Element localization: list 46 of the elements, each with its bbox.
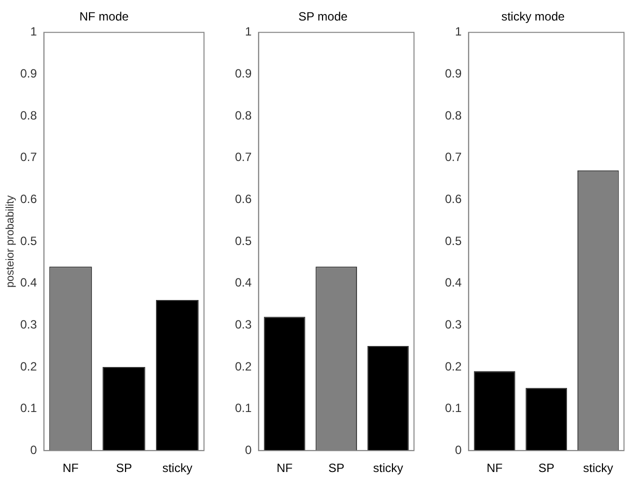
y-tick-label: 0: [30, 442, 38, 457]
y-tick-label: 0.6: [444, 192, 462, 206]
y-tick-label: 1: [454, 24, 462, 39]
y-tick-label: 1: [30, 24, 38, 39]
x-tick-label: NF: [276, 461, 293, 476]
chart-title: sticky mode: [501, 10, 565, 24]
y-tick-label: 0.9: [444, 66, 462, 81]
y-tick-label: 0.9: [20, 66, 38, 81]
x-tick-label: sticky: [583, 461, 614, 476]
y-tick-label: 0.3: [234, 317, 252, 332]
y-tick-label: 0.5: [20, 234, 38, 248]
x-tick-label: SP: [538, 461, 554, 476]
y-tick-label: 0.9: [234, 66, 252, 81]
x-tick-label: NF: [62, 461, 79, 476]
y-tick-label: 0.7: [234, 150, 252, 164]
x-tick-label: SP: [116, 461, 132, 476]
x-tick-label: SP: [328, 461, 344, 476]
y-tick-label: 1: [244, 24, 252, 39]
y-tick-label: 0.7: [20, 150, 38, 164]
y-tick-label: 0.6: [234, 192, 252, 206]
chart-title: NF mode: [79, 10, 129, 24]
x-tick-label: NF: [486, 461, 503, 476]
y-tick-label: 0.5: [444, 234, 462, 248]
y-tick-label: 0.4: [444, 276, 462, 290]
y-tick-label: 0.3: [444, 317, 462, 332]
y-tick-label: 0.2: [20, 359, 38, 374]
y-tick-label: 0.5: [234, 234, 252, 248]
y-tick-label: 0.2: [234, 359, 252, 374]
y-tick-label: 0.1: [444, 401, 462, 416]
y-tick-label: 0.7: [444, 150, 462, 164]
y-tick-label: 0.4: [20, 276, 38, 290]
y-axis-title: posteior probability: [4, 194, 17, 288]
y-tick-label: 0.6: [20, 192, 38, 206]
y-tick-label: 0.8: [234, 108, 252, 122]
y-tick-label: 0: [244, 442, 252, 457]
y-tick-label: 0.8: [20, 108, 38, 122]
x-tick-label: sticky: [162, 461, 192, 476]
y-tick-label: 0.4: [234, 276, 252, 290]
y-tick-label: 0.2: [444, 359, 462, 374]
y-tick-label: 0.8: [444, 108, 462, 122]
y-tick-label: 0.3: [20, 317, 38, 332]
y-tick-label: 0.1: [234, 401, 252, 416]
chart-title: SP mode: [298, 10, 348, 24]
y-tick-label: 0: [454, 442, 462, 457]
y-tick-label: 0.1: [20, 401, 38, 416]
x-tick-label: sticky: [373, 461, 404, 476]
